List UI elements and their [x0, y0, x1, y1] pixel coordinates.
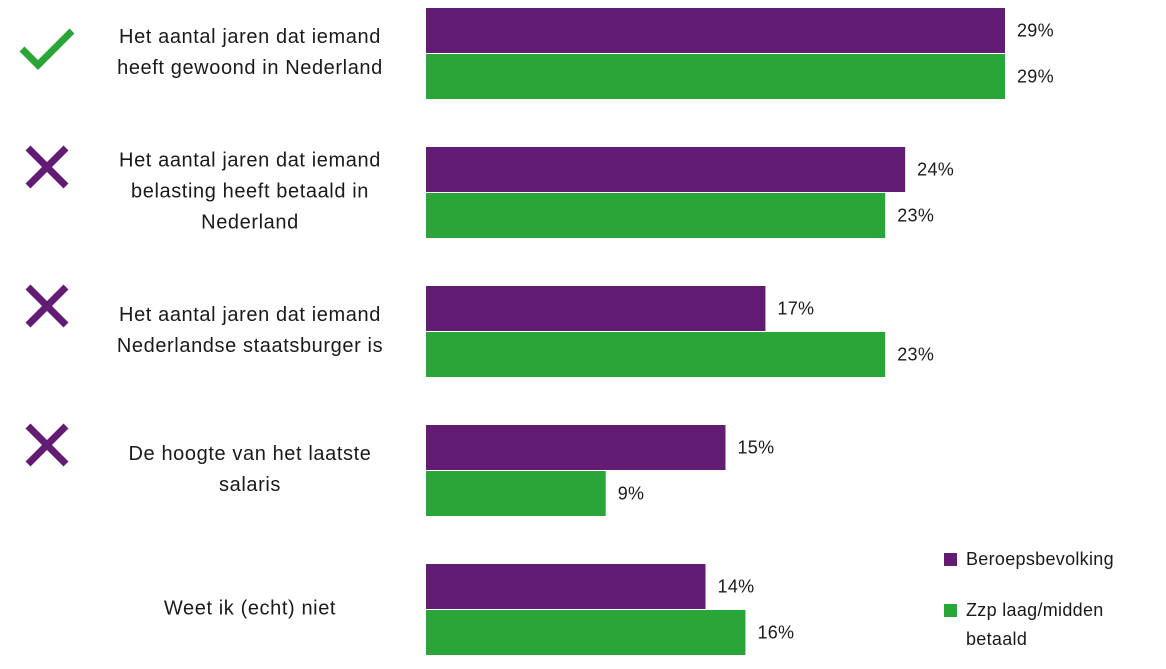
check-icon — [19, 28, 75, 70]
category-label-line: Weet ik (echt) niet — [163, 597, 337, 620]
category-label-line: heeft gewoond in Nederland — [117, 57, 383, 79]
category-label-line: Het aantal jaren dat iemand — [119, 26, 381, 48]
category-label: Het aantal jaren dat iemand heeft gewoond… — [60, 22, 440, 84]
category-label-line: De hoogte van het laatste — [128, 443, 372, 465]
cross-icon — [25, 145, 69, 189]
chart-legend: Beroepsbevolking Zzp laag/midden betaald — [944, 545, 1164, 654]
category-label-line: Het aantal jaren dat iemand — [119, 149, 381, 172]
cross-icon — [25, 284, 69, 328]
legend-swatch — [944, 604, 957, 617]
category-label: Het aantal jaren dat iemand belasting hee… — [60, 146, 440, 239]
data-label: 23% — [897, 344, 935, 364]
legend-label: Zzp laag/midden betaald — [966, 596, 1164, 654]
legend-label-line: betaald — [966, 629, 1028, 649]
data-label: 14% — [717, 576, 755, 596]
category-label-line: belasting heeft betaald in — [131, 180, 369, 203]
bar-beroepsbevolking-3 — [426, 286, 766, 331]
data-label: 9% — [617, 483, 645, 503]
data-label: 16% — [757, 622, 795, 642]
legend-label: Beroepsbevolking — [966, 549, 1114, 569]
category-label: Het aantal jaren dat iemand Nederlandse s… — [60, 300, 440, 362]
bar-beroepsbevolking-4 — [426, 425, 726, 470]
data-label: 23% — [897, 205, 935, 225]
category-label: Weet ik (echt) niet — [60, 594, 440, 625]
category-label-line: Nederlandse staatsburger is — [116, 335, 384, 357]
bar-beroepsbevolking-2 — [426, 147, 906, 192]
data-label: 29% — [1017, 20, 1054, 40]
data-label: 29% — [1017, 66, 1054, 86]
data-label: 15% — [737, 437, 775, 457]
data-label: 24% — [917, 159, 955, 179]
data-label: 17% — [777, 298, 815, 318]
category-label-line: salaris — [219, 474, 281, 496]
bar-zzp-1 — [426, 54, 1005, 99]
legend-label-line: Zzp laag/midden — [966, 600, 1104, 620]
legend-item: Zzp laag/midden betaald — [944, 596, 1164, 654]
category-label-line: Het aantal jaren dat iemand — [119, 304, 381, 326]
bar-beroepsbevolking-1 — [426, 8, 1005, 53]
bar-zzp-4 — [426, 471, 606, 516]
category-label-line: Nederland — [201, 211, 299, 234]
category-label: De hoogte van het laatste salaris — [60, 439, 440, 501]
bar-beroepsbevolking-5 — [426, 564, 706, 609]
cross-icon — [25, 423, 69, 467]
bar-zzp-5 — [426, 610, 746, 655]
legend-swatch — [944, 553, 957, 566]
bar-zzp-3 — [426, 332, 886, 377]
bar-zzp-2 — [426, 193, 886, 238]
legend-item: Beroepsbevolking — [944, 545, 1164, 574]
